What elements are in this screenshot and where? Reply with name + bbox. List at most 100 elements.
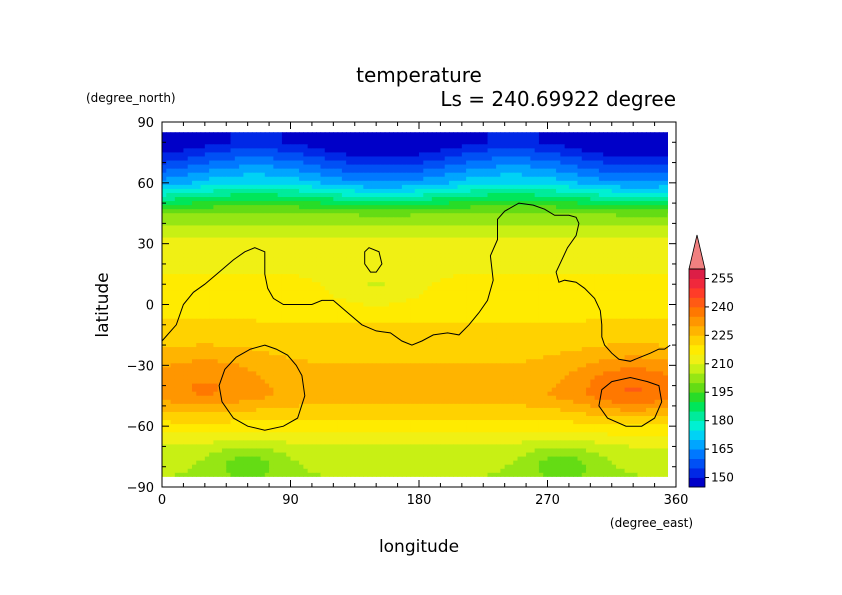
field-cell — [277, 188, 283, 194]
field-cell — [406, 184, 412, 190]
field-cell — [213, 140, 219, 145]
field-cell — [658, 225, 664, 231]
field-cell — [577, 197, 583, 202]
field-cell — [427, 205, 433, 210]
field-cell — [209, 184, 214, 190]
field-cell — [196, 253, 202, 259]
field-cell — [560, 176, 566, 182]
field-cell — [573, 140, 579, 145]
field-cell — [354, 261, 360, 267]
chart-subtitle: Ls = 240.69922 degree — [440, 87, 676, 111]
field-cell — [487, 140, 493, 145]
field-cell — [607, 237, 613, 243]
field-cell — [633, 144, 639, 149]
field-cell — [290, 286, 296, 291]
field-cell — [423, 290, 429, 295]
field-cell — [359, 197, 364, 202]
field-cell — [290, 188, 296, 194]
field-cell — [461, 184, 467, 190]
field-cell — [543, 140, 549, 145]
field-cell — [256, 253, 262, 259]
field-cell — [256, 298, 262, 304]
field-cell — [440, 294, 446, 300]
field-cell — [620, 184, 626, 190]
field-cell — [440, 249, 446, 255]
field-cell — [521, 274, 527, 279]
field-cell — [577, 140, 583, 145]
field-cell — [397, 217, 403, 222]
field-cell — [333, 136, 339, 141]
field-cell — [556, 245, 561, 251]
field-cell — [316, 140, 322, 145]
field-cell — [594, 132, 600, 137]
field-cell — [234, 148, 240, 154]
field-cell — [346, 168, 352, 174]
field-cell — [500, 229, 506, 235]
field-cell — [427, 188, 433, 194]
field-cell — [269, 290, 274, 295]
field-cell — [256, 176, 262, 182]
field-cell — [667, 257, 668, 263]
field-cell — [410, 188, 416, 194]
field-cell — [491, 261, 497, 267]
field-cell — [560, 172, 566, 178]
field-cell — [166, 257, 172, 263]
field-cell — [491, 156, 497, 162]
field-cell — [204, 172, 210, 178]
field-cell — [577, 160, 583, 166]
field-cell — [556, 294, 561, 300]
field-cell — [616, 172, 621, 178]
field-cell — [504, 209, 510, 214]
field-cell — [393, 160, 399, 166]
field-cell — [294, 180, 300, 186]
field-cell — [290, 152, 296, 158]
field-cell — [517, 156, 523, 162]
field-cell — [444, 237, 450, 243]
field-cell — [277, 265, 283, 271]
field-cell — [440, 213, 446, 218]
field-cell — [650, 257, 656, 263]
field-cell — [337, 294, 343, 300]
field-cell — [547, 253, 553, 259]
field-cell — [273, 176, 279, 182]
field-cell — [286, 241, 292, 247]
field-cell — [564, 274, 570, 279]
field-cell — [478, 184, 484, 190]
field-cell — [187, 290, 193, 295]
field-cell — [577, 180, 583, 186]
field-cell — [470, 168, 476, 174]
field-cell — [324, 168, 330, 174]
field-cell — [436, 160, 442, 166]
field-cell — [337, 265, 343, 271]
field-cell — [448, 188, 454, 194]
field-cell — [607, 164, 613, 170]
field-cell — [564, 249, 570, 255]
field-cell — [410, 245, 416, 251]
field-cell — [440, 265, 446, 271]
field-cell — [466, 197, 471, 202]
field-cell — [174, 197, 180, 202]
field-cell — [628, 290, 634, 295]
field-cell — [226, 152, 232, 158]
field-cell — [611, 164, 617, 170]
field-cell — [204, 290, 210, 295]
field-cell — [221, 192, 227, 198]
field-cell — [598, 168, 604, 174]
field-cell — [594, 274, 600, 279]
field-cell — [414, 184, 420, 190]
field-cell — [226, 245, 232, 251]
field-cell — [247, 298, 253, 304]
field-cell — [530, 205, 536, 210]
field-cell — [389, 188, 394, 194]
field-cell — [256, 241, 262, 247]
field-cell — [526, 136, 531, 141]
field-cell — [234, 294, 240, 300]
field-cell — [337, 160, 343, 166]
field-cell — [299, 201, 304, 206]
field-cell — [191, 237, 197, 243]
field-cell — [320, 221, 326, 227]
field-cell — [359, 192, 364, 198]
field-cell — [611, 278, 617, 283]
field-cell — [500, 192, 506, 198]
field-cell — [286, 164, 292, 170]
